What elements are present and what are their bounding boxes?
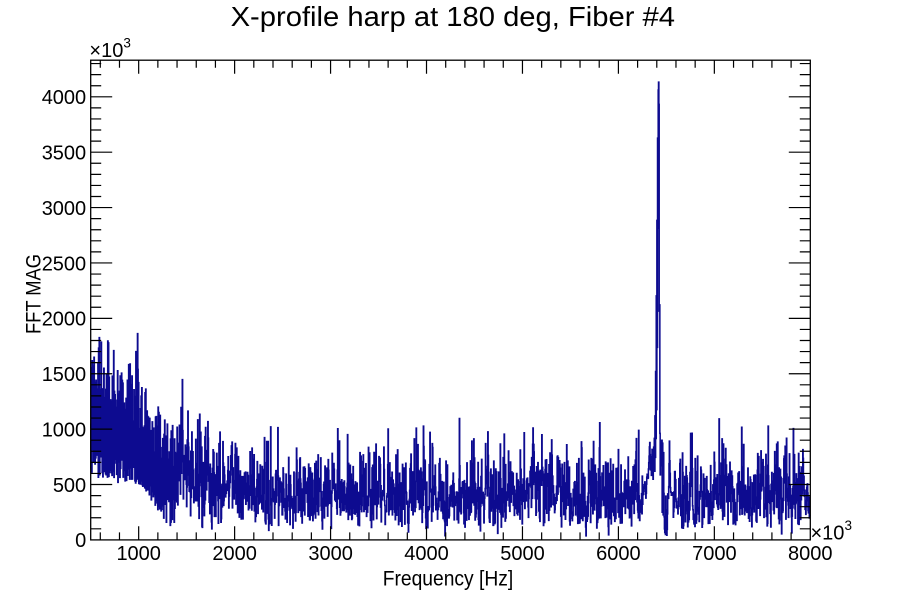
- svg-text:3000: 3000: [42, 198, 87, 220]
- svg-text:3000: 3000: [308, 543, 353, 565]
- svg-text:500: 500: [53, 475, 86, 497]
- svg-text:2500: 2500: [42, 253, 87, 275]
- svg-text:0: 0: [75, 530, 86, 552]
- svg-text:4000: 4000: [42, 87, 87, 109]
- svg-text:FFT MAG: FFT MAG: [23, 254, 46, 334]
- svg-text:4000: 4000: [404, 543, 449, 565]
- svg-text:5000: 5000: [500, 543, 545, 565]
- svg-text:Frequency [Hz]: Frequency [Hz]: [383, 567, 514, 590]
- svg-text:2000: 2000: [212, 543, 257, 565]
- svg-text:3500: 3500: [42, 143, 87, 165]
- svg-text:1500: 1500: [42, 364, 87, 386]
- svg-text:X-profile harp at 180 deg, Fib: X-profile harp at 180 deg, Fiber #4: [231, 1, 675, 32]
- svg-text:8000: 8000: [788, 543, 833, 565]
- svg-text:1000: 1000: [42, 419, 87, 441]
- svg-text:7000: 7000: [692, 543, 737, 565]
- svg-text:6000: 6000: [596, 543, 641, 565]
- svg-text:2000: 2000: [42, 309, 87, 331]
- svg-text:1000: 1000: [116, 543, 161, 565]
